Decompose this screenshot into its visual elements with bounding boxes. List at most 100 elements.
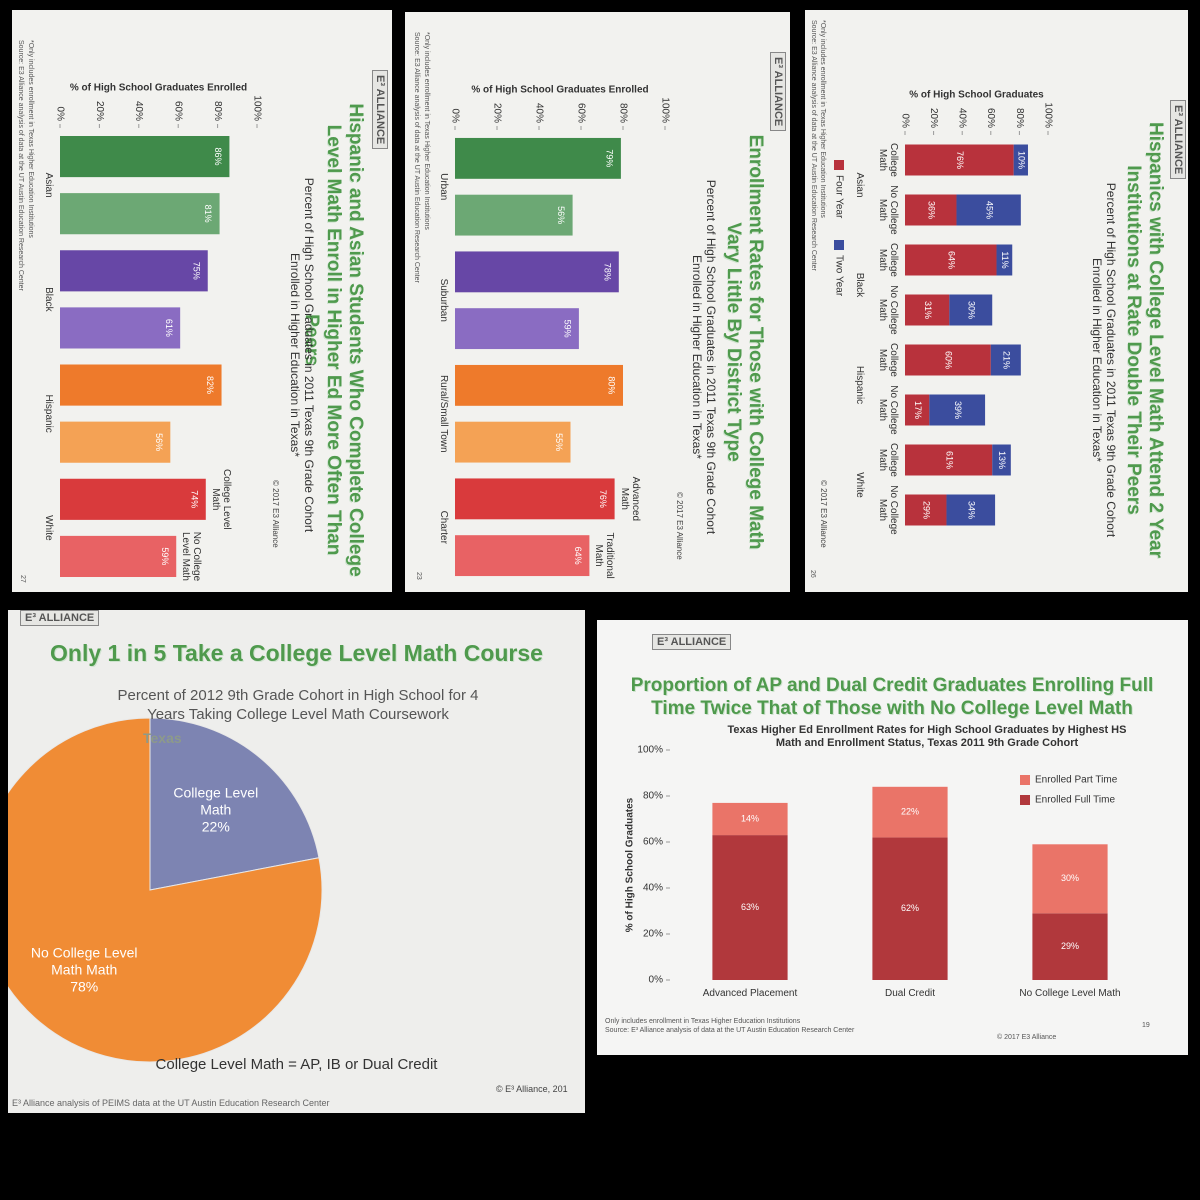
- y-tick-label: 60%: [643, 837, 663, 848]
- logo: E³ ALLIANCE: [1170, 100, 1186, 180]
- chart-subtitle: Percent of High School Graduates in 2011…: [288, 177, 316, 533]
- y-tick-label: 80%: [1014, 108, 1025, 128]
- x-tick-label: Urban: [438, 173, 449, 201]
- value-label: 59%: [563, 320, 573, 338]
- bar: [712, 802, 788, 836]
- value-label: 78%: [602, 263, 612, 281]
- value-label: 56%: [556, 206, 566, 224]
- group-label: Black: [854, 272, 865, 298]
- value-label: 75%: [191, 262, 201, 280]
- bar: [872, 837, 948, 980]
- slice-name: No College Level Math Math: [30, 944, 138, 978]
- legend-label: Enrolled Part Time: [1035, 775, 1118, 786]
- legend-label: Two Year: [833, 255, 844, 297]
- group-label: White: [854, 472, 865, 498]
- logo: E³ ALLIANCE: [20, 610, 100, 626]
- y-tick-label: 100%: [659, 97, 670, 123]
- value-label: 29%: [1061, 941, 1079, 951]
- legend-swatch: [834, 240, 844, 250]
- value-label: 36%: [926, 201, 936, 219]
- x-tick-label: No College Level Math: [1019, 988, 1121, 999]
- footnote: *Only includes enrollment in Texas Highe…: [27, 40, 34, 238]
- chart-title: Only 1 in 5 Take a College Level Math Co…: [50, 640, 543, 666]
- bar: [60, 250, 208, 292]
- bar: [990, 344, 1021, 376]
- x-tick-label: College Math: [877, 243, 899, 277]
- y-tick-label: 100%: [637, 745, 663, 756]
- value-label: 55%: [554, 433, 564, 451]
- x-tick-label: White: [43, 515, 54, 541]
- logo: E³ ALLIANCE: [770, 52, 786, 132]
- page-number: 19: [1142, 1022, 1150, 1029]
- y-axis-label: % of High School Graduates: [625, 797, 636, 932]
- value-label: 74%: [189, 490, 199, 508]
- x-tick-label: Rural/Small Town: [438, 374, 449, 453]
- footnote: *Only includes enrollment in Texas Highe…: [423, 32, 430, 230]
- y-tick-label: 80%: [212, 101, 223, 121]
- source: Source: E3 Alliance analysis of data at …: [413, 32, 420, 283]
- bar: [904, 144, 1014, 176]
- value-label: 45%: [984, 201, 994, 219]
- value-label: 59%: [160, 547, 170, 565]
- value-label: 22%: [901, 806, 919, 816]
- x-tick-label: No College Math: [877, 285, 899, 335]
- bar: [455, 364, 623, 406]
- y-tick-label: 100%: [251, 95, 262, 121]
- photo-panel: 0% 20% 40% 60% 80% 100% % of High School Gradu…: [12, 10, 392, 592]
- x-tick-label: Black: [43, 287, 54, 312]
- y-axis-label: % of High School Graduates Enrolled: [471, 85, 648, 96]
- y-tick-label: 40%: [643, 883, 663, 894]
- value-label: 30%: [966, 301, 976, 319]
- x-tick-label: Asian: [43, 172, 54, 198]
- copyright: © 2017 E3 Alliance: [997, 1034, 1057, 1041]
- y-tick-label: 20%: [928, 108, 939, 128]
- x-tick-label: College Math: [877, 143, 899, 177]
- value-label: 29%: [921, 501, 931, 519]
- value-label: 80%: [607, 376, 617, 394]
- copyright: © 2017 E3 Alliance: [271, 480, 280, 548]
- y-tick-label: 40%: [133, 101, 144, 121]
- chart: [8, 717, 323, 1063]
- y-axis-label: % of High School Graduates Enrolled: [70, 83, 247, 94]
- legend-swatch: [1020, 795, 1030, 805]
- value-label: 21%: [1001, 351, 1011, 369]
- y-tick-label: 80%: [643, 791, 663, 802]
- page-number: 26: [809, 570, 816, 578]
- legend-swatch: [834, 160, 844, 170]
- y-tick-label: 40%: [957, 108, 968, 128]
- y-axis-label: % of High School Graduates: [909, 90, 1044, 101]
- value-label: 56%: [154, 433, 164, 451]
- chart-title: Proportion of AP and Dual Credit Graduat…: [630, 675, 1154, 719]
- photo-panel: E³ ALLIANCE Only 1 in 5 Take a College L…: [8, 610, 585, 1113]
- chart: 0% 20% 40% 60% 80% 100% % of High School Gradu…: [54, 83, 262, 578]
- group-label: Asian: [854, 172, 865, 198]
- y-tick-label: 0%: [54, 107, 65, 122]
- x-tick-label: No College Math: [877, 185, 899, 235]
- value-label: 30%: [1061, 873, 1079, 883]
- bar: [905, 344, 991, 376]
- chart-title: Hispanics with College Level Math Attend…: [1123, 121, 1166, 559]
- bar: [1013, 144, 1028, 176]
- bar: [872, 786, 948, 838]
- bar: [929, 394, 986, 426]
- bar: [60, 307, 181, 349]
- bar: [455, 421, 571, 463]
- y-tick-label: 0%: [649, 975, 664, 986]
- slice-label: No College Level Math Math 78%: [19, 944, 149, 995]
- y-tick-label: 0%: [899, 114, 910, 129]
- bar: [905, 294, 950, 326]
- bar: [60, 135, 230, 178]
- slice-label: College Level Math 22%: [166, 785, 266, 836]
- legend-label: No College Level Math: [180, 531, 203, 582]
- value-label: 60%: [944, 351, 954, 369]
- value-label: 82%: [205, 376, 215, 394]
- value-label: 14%: [741, 813, 759, 823]
- value-label: 61%: [944, 451, 954, 469]
- y-tick-label: 60%: [985, 108, 996, 128]
- legend-label: Advanced Math: [618, 476, 641, 522]
- legend-label: Traditional Math: [593, 532, 616, 579]
- value-label: 13%: [997, 451, 1007, 469]
- chart-frame: 0% 20% 40% 60% 80% 100% % of High School Gradu…: [597, 620, 1188, 1055]
- bar: [712, 835, 788, 980]
- x-tick-label: Hispanic: [43, 394, 54, 433]
